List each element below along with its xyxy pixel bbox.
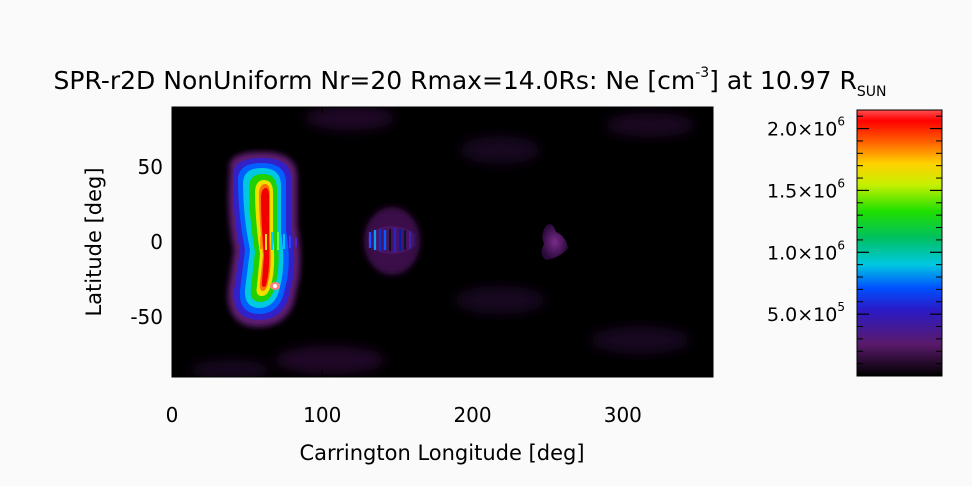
title-after: ] at 10.97 R bbox=[709, 66, 857, 95]
colorbar-label-exponent: 5 bbox=[837, 300, 845, 314]
colorbar-label-mantissa: 1.5×10 bbox=[767, 180, 837, 202]
x-axis-label: Carrington Longitude [deg] bbox=[299, 441, 584, 465]
x-ticks: 0 100 200 300 bbox=[166, 107, 642, 427]
colorbar-ticks bbox=[857, 115, 942, 365]
x-tick-label: 200 bbox=[453, 403, 491, 427]
colorbar-label: 2.0×106 bbox=[767, 115, 845, 141]
y-ticks: 50 0 -50 bbox=[130, 155, 713, 329]
x-tick-label: 0 bbox=[166, 403, 179, 427]
small-blob bbox=[541, 224, 568, 260]
y-axis-label: Latitude [deg] bbox=[82, 167, 106, 316]
colorbar-label-exponent: 6 bbox=[837, 238, 845, 252]
main-streamer bbox=[227, 152, 301, 327]
colorbar-label: 1.5×106 bbox=[767, 176, 845, 202]
streamer-peak-dot bbox=[273, 284, 277, 288]
colorbar-label-mantissa: 1.0×10 bbox=[767, 242, 837, 264]
y-tick-label: 0 bbox=[150, 230, 163, 254]
colorbar-label-exponent: 6 bbox=[837, 115, 845, 129]
colorbar-frame bbox=[856, 109, 943, 377]
colorbar-label: 5.0×105 bbox=[767, 300, 845, 326]
y-tick-label: -50 bbox=[130, 305, 163, 329]
y-tick-label: 50 bbox=[138, 155, 163, 179]
heatmap-plot bbox=[172, 107, 713, 377]
background-structures bbox=[190, 107, 695, 377]
x-tick-label: 300 bbox=[604, 403, 642, 427]
colorbar-label-exponent: 6 bbox=[837, 176, 845, 190]
colorbar-label: 1.0×106 bbox=[767, 238, 845, 264]
colorbar-label-mantissa: 5.0×10 bbox=[767, 304, 837, 326]
streamer-striations bbox=[260, 232, 297, 250]
title-main: SPR-r2D NonUniform Nr=20 Rmax=14.0Rs: Ne… bbox=[54, 66, 696, 95]
streak-feature bbox=[364, 207, 420, 275]
title-sub: SUN bbox=[857, 84, 887, 100]
colorbar-gradient bbox=[857, 110, 942, 376]
colorbar-label-mantissa: 2.0×10 bbox=[767, 119, 837, 141]
chart-title: SPR-r2D NonUniform Nr=20 Rmax=14.0Rs: Ne… bbox=[54, 65, 887, 100]
title-sup: -3 bbox=[695, 65, 709, 81]
x-tick-label: 100 bbox=[303, 403, 341, 427]
